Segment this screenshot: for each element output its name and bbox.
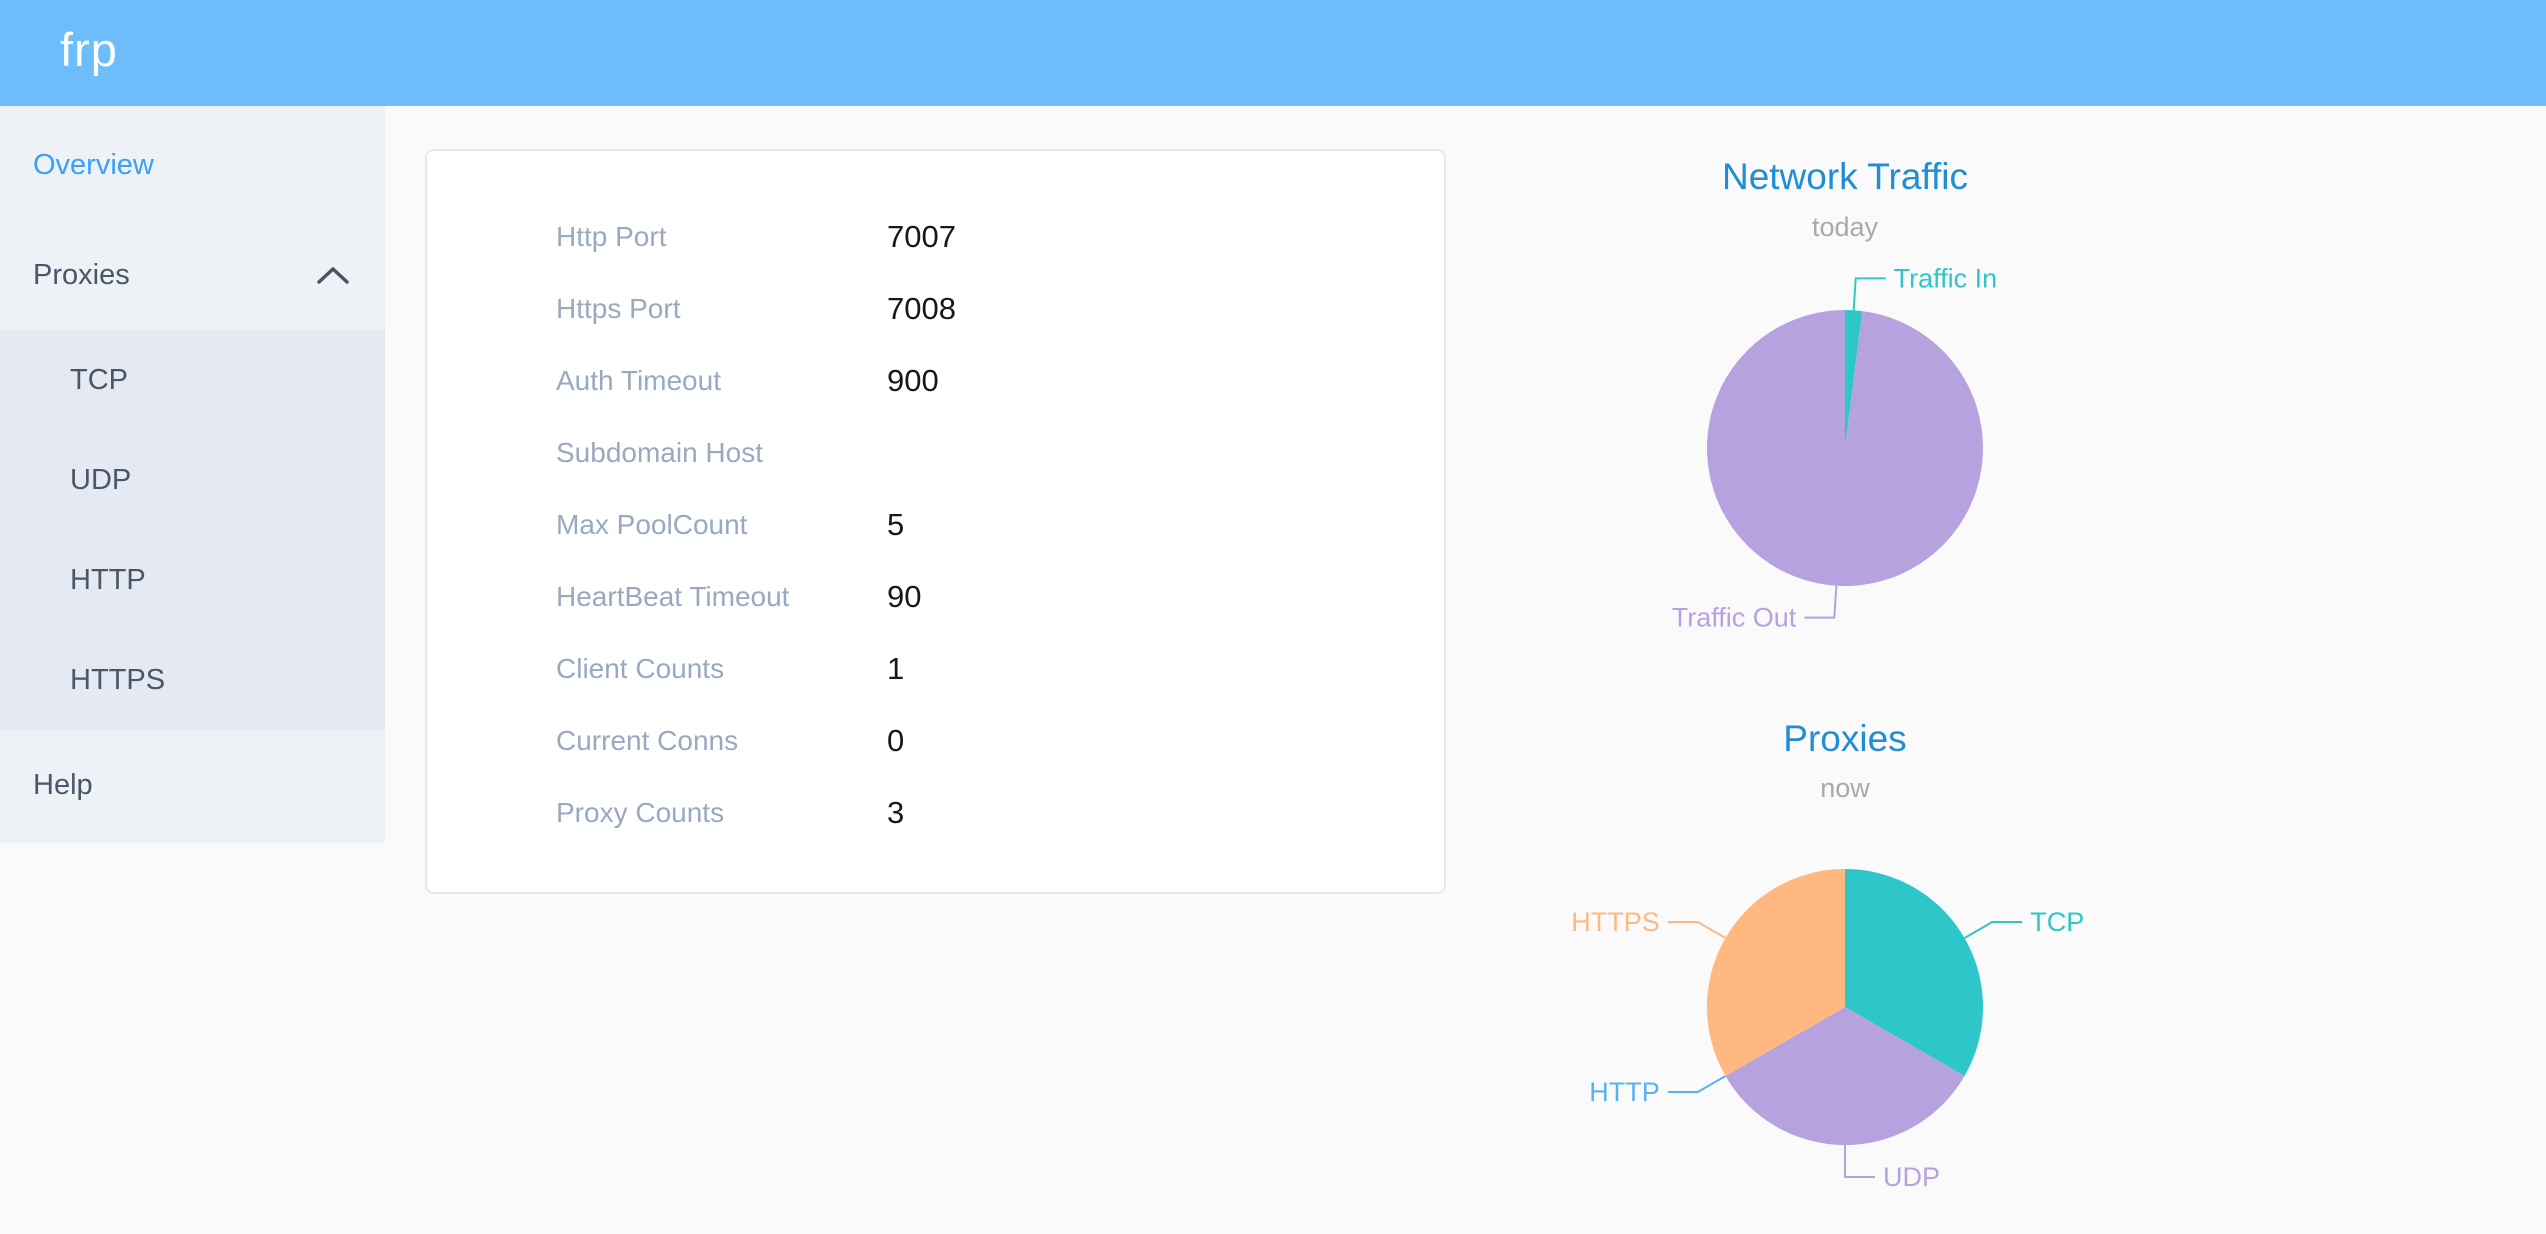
server-info-card: Http Port 7007 Https Port 7008 Auth Time… bbox=[425, 149, 1446, 894]
pie-label-traffic-in: Traffic In bbox=[1894, 263, 1998, 293]
pie-label-udp: UDP bbox=[1883, 1162, 1940, 1192]
chart-title: Proxies bbox=[1783, 718, 1907, 759]
pie-slice-tcp[interactable] bbox=[1845, 869, 1983, 1076]
sidebar-item-https[interactable]: HTTPS bbox=[0, 630, 385, 730]
info-value: 900 bbox=[887, 363, 939, 398]
pie-label-http: HTTP bbox=[1589, 1077, 1660, 1107]
chevron-up-icon bbox=[317, 267, 349, 284]
sidebar-item-proxies[interactable]: Proxies bbox=[0, 220, 385, 330]
sidebar-item-overview[interactable]: Overview bbox=[0, 106, 385, 220]
sidebar-item-label: HTTPS bbox=[70, 664, 166, 696]
server-info-row: Auth Timeout 900 bbox=[427, 345, 1444, 417]
sidebar-item-label: Help bbox=[33, 769, 93, 801]
info-label: Client Counts bbox=[556, 653, 725, 684]
info-value: 3 bbox=[887, 795, 905, 830]
server-info-row: Current Conns 0 bbox=[427, 705, 1444, 777]
pie-label-line bbox=[1667, 921, 1726, 939]
pie-label-line bbox=[1804, 585, 1838, 619]
pie-slice-https[interactable] bbox=[1707, 869, 1845, 1076]
info-label: Proxy Counts bbox=[556, 797, 725, 828]
pie-slice-traffic-in[interactable] bbox=[1845, 310, 1863, 448]
server-info-row: Client Counts 1 bbox=[427, 633, 1444, 705]
info-label: Current Conns bbox=[556, 725, 739, 756]
info-label: Max PoolCount bbox=[556, 509, 748, 540]
info-value: 5 bbox=[887, 507, 905, 542]
network-traffic-chart: Traffic In Traffic Out Network Traffic to… bbox=[1495, 140, 2195, 670]
pie-slice-udp[interactable] bbox=[1725, 1007, 1965, 1145]
sidebar-item-label: HTTP bbox=[70, 564, 146, 596]
sidebar-item-label: TCP bbox=[70, 364, 128, 396]
sidebar: Overview Proxies TCP UDP HTTP HTTPS Help bbox=[0, 106, 385, 843]
pie-slice-traffic-out[interactable] bbox=[1707, 310, 1984, 586]
server-info-row: HeartBeat Timeout 90 bbox=[427, 561, 1444, 633]
app-header: frp bbox=[0, 0, 2546, 106]
sidebar-item-label: UDP bbox=[70, 464, 132, 496]
sidebar-item-http[interactable]: HTTP bbox=[0, 530, 385, 630]
pie-label-https: HTTPS bbox=[1571, 907, 1660, 937]
server-info-row: Http Port 7007 bbox=[427, 201, 1444, 273]
info-value: 1 bbox=[887, 651, 905, 686]
chart-subtitle: today bbox=[1811, 212, 1879, 242]
sidebar-item-label: Proxies bbox=[33, 259, 130, 291]
info-value: 7007 bbox=[887, 219, 956, 254]
info-value: 7008 bbox=[887, 291, 956, 326]
app-logo: frp bbox=[60, 23, 118, 76]
chart-title: Network Traffic bbox=[1721, 156, 1969, 197]
sidebar-item-tcp[interactable]: TCP bbox=[0, 330, 385, 430]
pie-label-line bbox=[1667, 1075, 1726, 1093]
sidebar-item-help[interactable]: Help bbox=[0, 730, 385, 840]
info-label: Https Port bbox=[556, 293, 681, 324]
pie-label-line bbox=[1844, 1145, 1875, 1178]
server-info-row: Max PoolCount 5 bbox=[427, 489, 1444, 561]
chart-subtitle: now bbox=[1820, 773, 1870, 803]
pie-label-line bbox=[1964, 921, 2023, 939]
sidebar-item-udp[interactable]: UDP bbox=[0, 430, 385, 530]
server-info-row: Proxy Counts 3 bbox=[427, 777, 1444, 849]
pie-label-line bbox=[1852, 277, 1886, 311]
server-info-row: Subdomain Host bbox=[427, 417, 1444, 489]
info-label: Http Port bbox=[556, 221, 667, 252]
proxies-pie: TCP UDP HTTP HTTPS bbox=[1571, 869, 2084, 1192]
info-value: 90 bbox=[887, 579, 922, 614]
sidebar-submenu-proxies: TCP UDP HTTP HTTPS bbox=[0, 330, 385, 730]
network-traffic-pie: Traffic In Traffic Out bbox=[1672, 263, 1998, 633]
server-info-row: Https Port 7008 bbox=[427, 273, 1444, 345]
info-label: HeartBeat Timeout bbox=[556, 581, 790, 612]
info-label: Auth Timeout bbox=[556, 365, 721, 396]
proxies-chart: TCP UDP HTTP HTTPS Proxies now bbox=[1495, 700, 2195, 1234]
info-value: 0 bbox=[887, 723, 905, 758]
sidebar-item-label: Overview bbox=[33, 149, 154, 181]
pie-label-tcp: TCP bbox=[2030, 907, 2084, 937]
info-label: Subdomain Host bbox=[556, 437, 764, 468]
pie-label-traffic-out: Traffic Out bbox=[1672, 603, 1797, 633]
